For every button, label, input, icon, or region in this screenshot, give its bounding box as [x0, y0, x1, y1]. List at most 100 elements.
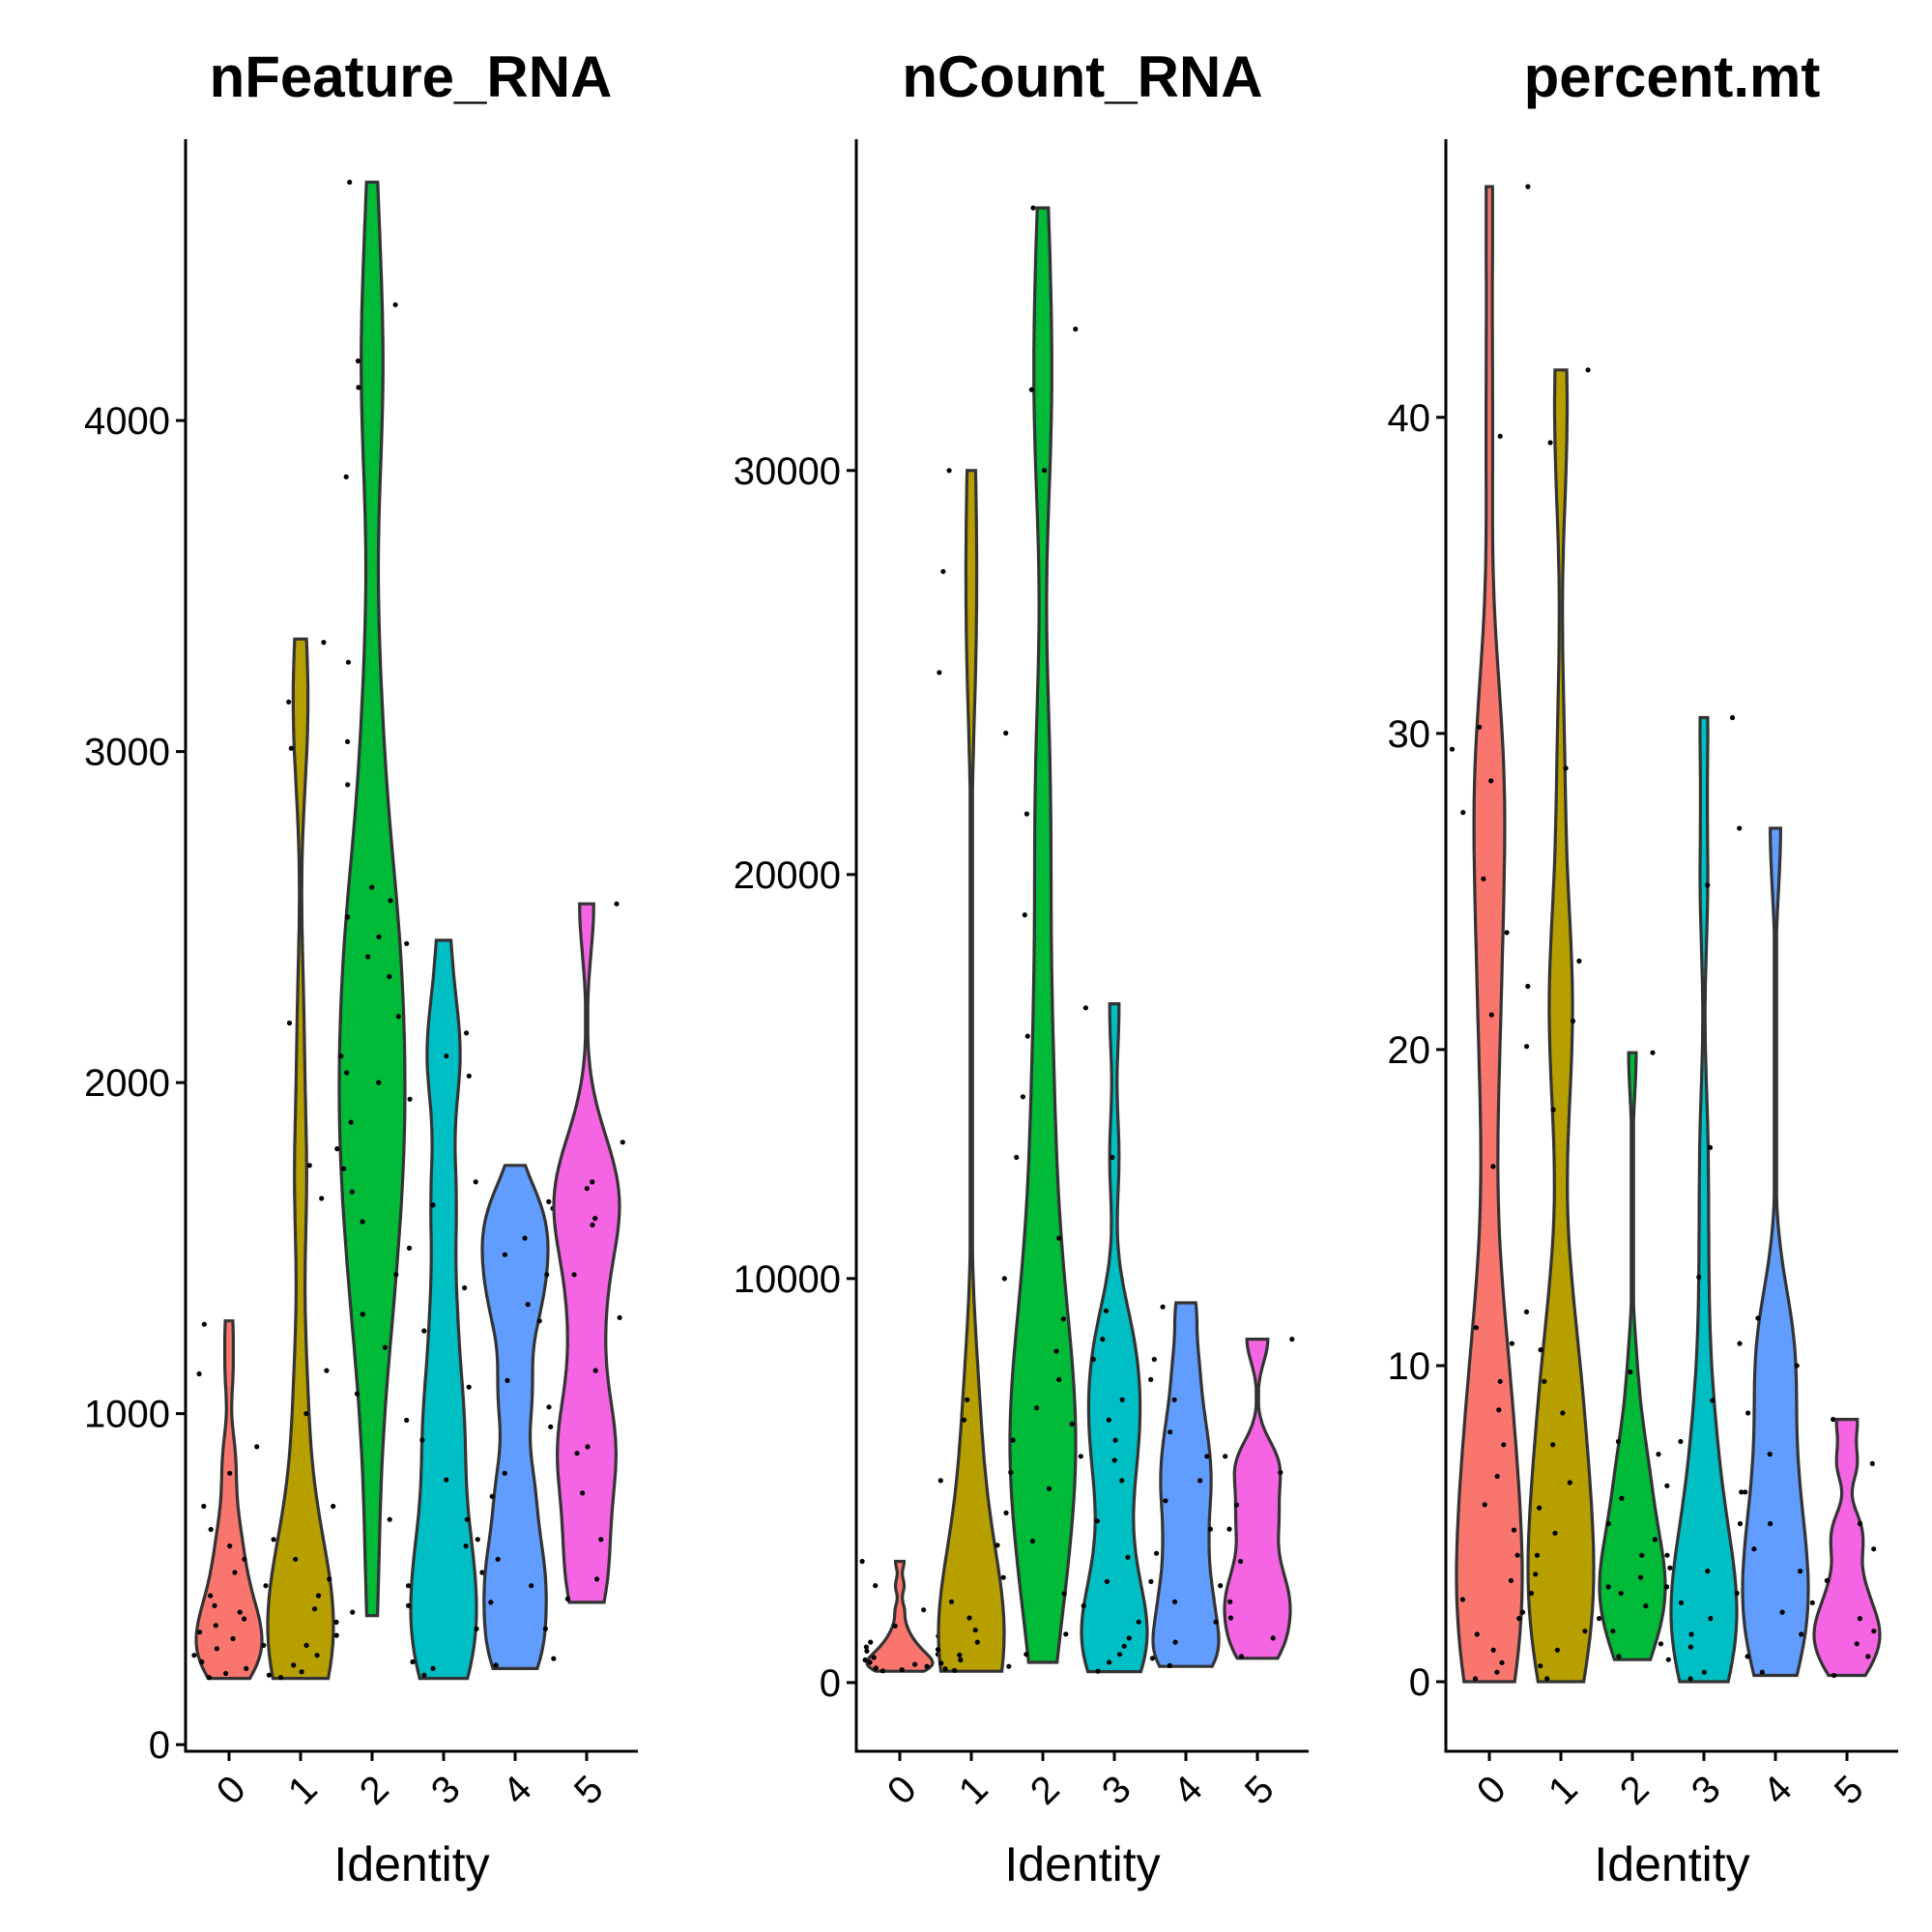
data-point	[1678, 1600, 1685, 1605]
x-tick-label: 5	[1237, 1768, 1283, 1813]
panel-title: nCount_RNA	[902, 44, 1262, 109]
data-point	[1605, 1520, 1611, 1527]
data-point	[1582, 1629, 1588, 1634]
data-point	[1664, 1483, 1670, 1488]
data-point	[502, 1252, 508, 1257]
data-point	[1056, 1376, 1062, 1382]
data-point	[1705, 1569, 1711, 1574]
data-point	[1117, 1652, 1123, 1658]
data-point	[1126, 1635, 1132, 1641]
y-tick-label: 4000	[84, 400, 170, 443]
data-point	[1046, 1485, 1053, 1491]
data-point	[319, 1196, 325, 1201]
data-point	[343, 474, 349, 479]
data-point	[1585, 367, 1591, 373]
data-point	[1160, 1304, 1166, 1310]
data-point	[1490, 1647, 1496, 1653]
data-point	[1538, 1347, 1543, 1353]
violin-5	[1223, 1338, 1292, 1660]
data-point	[1149, 1656, 1155, 1661]
data-point	[1831, 1417, 1836, 1423]
data-point	[1028, 387, 1034, 392]
data-point	[864, 1648, 870, 1654]
data-point	[1496, 1407, 1502, 1413]
y-tick-label: 30000	[734, 450, 841, 493]
data-point	[1550, 1442, 1556, 1448]
data-point	[546, 1198, 552, 1204]
data-point	[1759, 1669, 1765, 1675]
data-point	[1857, 1520, 1863, 1527]
data-point	[937, 1478, 943, 1484]
data-point	[354, 1391, 360, 1397]
data-point	[1524, 1044, 1530, 1050]
violin-2	[337, 180, 407, 1618]
data-point	[1003, 730, 1009, 736]
data-point	[1014, 1154, 1020, 1161]
data-point	[592, 1368, 598, 1373]
data-point	[404, 1417, 410, 1424]
data-point	[196, 1370, 202, 1377]
data-point	[1501, 1442, 1507, 1448]
data-point	[430, 1202, 436, 1208]
data-point	[617, 1314, 622, 1320]
data-point	[548, 1424, 554, 1429]
data-point	[592, 1216, 598, 1222]
data-point	[961, 1417, 967, 1423]
data-point	[288, 745, 294, 751]
data-point	[1516, 1616, 1522, 1622]
data-point	[1481, 876, 1486, 881]
data-point	[1542, 1378, 1547, 1384]
data-point	[1238, 1654, 1245, 1659]
data-point	[315, 1593, 322, 1599]
panel-title: nFeature_RNA	[210, 44, 613, 109]
data-point	[1665, 1657, 1671, 1662]
data-point	[331, 1503, 336, 1510]
data-point	[1056, 1235, 1062, 1241]
violin-4	[480, 1164, 550, 1670]
data-point	[334, 1146, 340, 1152]
data-point	[347, 179, 353, 186]
data-point	[1537, 1505, 1543, 1511]
x-axis-label: Identity	[1004, 1837, 1160, 1891]
data-point	[594, 1576, 600, 1582]
data-point	[261, 1642, 267, 1648]
x-tick-label: 5	[1827, 1768, 1872, 1813]
data-point	[466, 1073, 472, 1079]
data-point	[1121, 1643, 1127, 1649]
data-point	[360, 1312, 365, 1317]
data-point	[1119, 1478, 1125, 1484]
violin-0	[194, 1319, 264, 1681]
data-point	[1034, 1405, 1040, 1411]
data-point	[1006, 1663, 1012, 1669]
data-point	[1639, 1552, 1645, 1558]
data-point	[345, 659, 352, 665]
data-point	[1865, 1654, 1871, 1659]
data-point	[333, 1632, 339, 1638]
data-point	[958, 1657, 964, 1663]
data-point	[1494, 1669, 1500, 1675]
violin-2	[1598, 1051, 1667, 1661]
x-tick-label: 3	[423, 1768, 469, 1813]
data-point	[1000, 1574, 1006, 1580]
data-point	[271, 1537, 276, 1543]
violin-1	[266, 637, 335, 1681]
data-point	[571, 1272, 577, 1278]
data-point	[1656, 1452, 1661, 1457]
data-point	[1708, 1616, 1714, 1622]
data-point	[277, 1675, 284, 1681]
x-tick-label: 4	[495, 1768, 540, 1813]
data-point	[321, 640, 327, 646]
data-point	[1168, 1429, 1173, 1435]
data-point	[254, 1444, 260, 1450]
data-point	[1514, 1552, 1520, 1558]
data-point	[1729, 714, 1736, 721]
data-point	[201, 1503, 207, 1510]
data-point	[242, 1556, 247, 1562]
data-point	[1171, 1599, 1178, 1604]
data-point	[345, 738, 351, 745]
data-point	[382, 1344, 388, 1350]
data-point	[1737, 1520, 1744, 1527]
data-point	[388, 898, 393, 904]
x-tick-label: 4	[1755, 1768, 1801, 1813]
